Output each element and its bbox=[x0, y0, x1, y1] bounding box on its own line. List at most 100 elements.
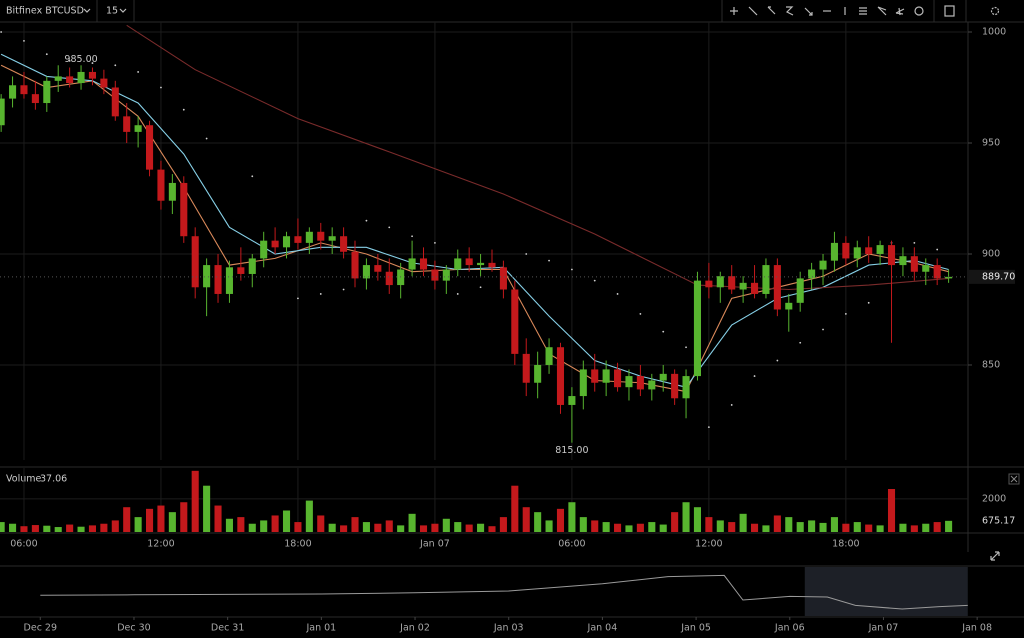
volume-bar bbox=[648, 522, 656, 532]
ray-tool[interactable] bbox=[804, 7, 813, 16]
crosshair-tool[interactable] bbox=[730, 7, 738, 15]
volume-bar bbox=[134, 517, 142, 532]
close-box[interactable] bbox=[1008, 473, 1020, 485]
navigator-tick-label: Jan 03 bbox=[493, 623, 524, 634]
volume-bar bbox=[705, 517, 713, 532]
candle-body bbox=[614, 369, 622, 388]
candle-body bbox=[579, 369, 587, 397]
candle-body bbox=[465, 258, 473, 266]
candle-body bbox=[419, 258, 428, 270]
candle-body bbox=[385, 271, 393, 286]
volume-pane bbox=[0, 470, 953, 532]
last-price-label: 889.70 bbox=[982, 271, 1015, 282]
volume-bar bbox=[351, 517, 359, 532]
indicators-button[interactable] bbox=[944, 5, 955, 17]
candle-body bbox=[282, 236, 291, 248]
candle-body bbox=[682, 376, 690, 399]
candle-body bbox=[477, 262, 485, 266]
volume-bar bbox=[853, 522, 861, 532]
volume-bar bbox=[0, 522, 5, 532]
symbol-dropdown[interactable] bbox=[83, 8, 91, 13]
volume-bar bbox=[328, 523, 336, 532]
pitchfork-tool[interactable] bbox=[785, 6, 794, 16]
candle-body bbox=[31, 94, 39, 104]
candle-body bbox=[773, 265, 781, 310]
sar-dot bbox=[434, 241, 436, 244]
candle-body bbox=[123, 116, 131, 132]
volume-bar bbox=[728, 522, 736, 532]
candle-body bbox=[568, 396, 576, 405]
ellipse-tool[interactable] bbox=[914, 6, 924, 16]
sar-dot bbox=[639, 313, 642, 315]
trend-line-tool[interactable] bbox=[748, 6, 758, 16]
sar-dot bbox=[182, 108, 185, 111]
volume-bar bbox=[66, 524, 74, 532]
volume-last: 37.06 bbox=[40, 474, 67, 485]
sar-dot bbox=[297, 297, 299, 300]
settings-button[interactable] bbox=[990, 6, 1000, 16]
sar-dot bbox=[616, 293, 619, 295]
volume-bar bbox=[659, 524, 667, 532]
candle-body bbox=[785, 302, 793, 310]
volume-bar bbox=[499, 517, 507, 532]
volume-bar bbox=[374, 523, 382, 532]
sar-dot bbox=[730, 404, 733, 406]
interval-dropdown[interactable] bbox=[119, 8, 127, 13]
symbol[interactable]: Bitfinex BTCUSD bbox=[6, 6, 84, 17]
volume-marker-label: 675.17 bbox=[982, 515, 1015, 526]
y-tick-label: 1000 bbox=[982, 26, 1006, 37]
candle-body bbox=[945, 276, 953, 279]
candle-body bbox=[66, 76, 74, 84]
last-price-box bbox=[969, 269, 1015, 284]
sar-dot bbox=[867, 301, 870, 304]
navigator-tick-label: Dec 30 bbox=[117, 623, 151, 634]
close-icon[interactable] bbox=[1010, 475, 1018, 483]
arrow-tool[interactable] bbox=[767, 6, 776, 15]
candle-body bbox=[203, 265, 211, 288]
volume-bar bbox=[568, 502, 576, 532]
volume-bar bbox=[876, 525, 884, 532]
sar-dot bbox=[662, 330, 665, 333]
candle-body bbox=[20, 85, 28, 95]
sar-dot bbox=[707, 426, 710, 429]
candle-body bbox=[762, 265, 770, 294]
volume-bar bbox=[317, 515, 325, 532]
volume-bar bbox=[77, 526, 85, 532]
fib-tool[interactable] bbox=[859, 7, 867, 15]
candle-body bbox=[522, 353, 530, 383]
candle-body bbox=[693, 280, 702, 377]
candle-body bbox=[819, 260, 827, 270]
gann-tool[interactable] bbox=[877, 6, 887, 16]
candle-body bbox=[431, 269, 439, 281]
volume-bar bbox=[899, 523, 907, 532]
volume-bar bbox=[614, 523, 622, 532]
interval[interactable]: 15 bbox=[106, 6, 118, 17]
volume-bar bbox=[716, 520, 724, 532]
navigator-tick-label: Jan 08 bbox=[961, 623, 992, 634]
volume-close[interactable] bbox=[1008, 473, 1020, 485]
volume-bar bbox=[397, 525, 405, 532]
candle-body bbox=[180, 182, 188, 237]
x-tick-label: Jan 07 bbox=[419, 539, 450, 550]
sar-dot bbox=[822, 328, 824, 331]
fan-tool[interactable] bbox=[895, 7, 905, 16]
volume-bar bbox=[111, 520, 119, 532]
volume-bar bbox=[157, 505, 165, 532]
price-annotation: 985.00 bbox=[64, 54, 97, 65]
volume-bar bbox=[282, 510, 291, 532]
sar-dot bbox=[411, 235, 413, 238]
x-tick-label: 06:00 bbox=[10, 539, 37, 550]
sar-dot bbox=[548, 259, 550, 262]
y-tick-label: 850 bbox=[982, 359, 1000, 370]
candle-body bbox=[214, 265, 222, 294]
resize-icon[interactable] bbox=[990, 551, 1000, 561]
navigator-line bbox=[40, 574, 968, 610]
candle-body bbox=[705, 280, 713, 288]
candle-body bbox=[191, 236, 199, 288]
x-tick-label: 18:00 bbox=[832, 539, 859, 550]
candle-body bbox=[625, 376, 633, 388]
candle-body bbox=[271, 240, 279, 248]
sar-dot bbox=[205, 137, 208, 140]
volume-bar bbox=[191, 470, 199, 532]
volume-bar bbox=[465, 524, 473, 532]
